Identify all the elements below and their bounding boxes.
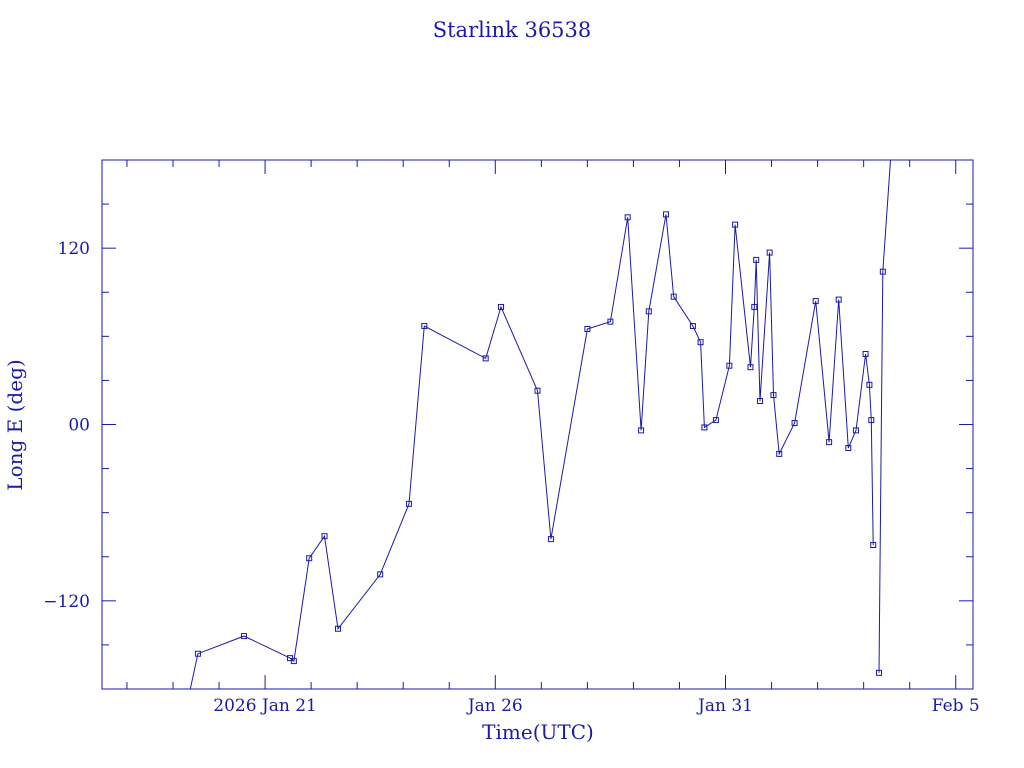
y-tick-label: 00 xyxy=(68,416,90,436)
data-point xyxy=(240,633,247,640)
series-line xyxy=(189,214,874,689)
data-point xyxy=(421,323,428,330)
data-point xyxy=(689,323,696,330)
data-point xyxy=(290,658,297,665)
axis-ticks xyxy=(102,160,973,689)
data-point xyxy=(306,555,313,562)
x-tick-label: 2026 Jan 21 xyxy=(213,696,317,716)
data-point xyxy=(770,392,777,399)
data-point xyxy=(697,339,704,346)
x-axis-label: Time(UTC) xyxy=(482,720,594,744)
data-point xyxy=(534,387,541,394)
data-point xyxy=(334,625,341,632)
data-point xyxy=(584,325,591,332)
data-point xyxy=(879,268,886,275)
data-point xyxy=(812,298,819,305)
data-point xyxy=(826,439,833,446)
data-point xyxy=(791,420,798,427)
data-point xyxy=(862,350,869,357)
chart-title: Starlink 36538 xyxy=(433,18,592,42)
data-point xyxy=(670,293,677,300)
data-point xyxy=(875,669,882,676)
y-tick-label: 120 xyxy=(58,239,90,259)
data-point xyxy=(726,362,733,369)
x-tick-label: Feb 5 xyxy=(932,696,980,716)
data-series xyxy=(189,160,891,689)
data-point xyxy=(701,424,708,431)
data-point xyxy=(751,303,758,310)
data-point xyxy=(498,303,505,310)
data-point xyxy=(757,397,764,404)
data-point xyxy=(732,221,739,228)
x-tick-label: Jan 31 xyxy=(696,696,753,716)
y-axis-label: Long E (deg) xyxy=(3,359,27,490)
data-point xyxy=(547,536,554,543)
data-point xyxy=(663,211,670,218)
data-point xyxy=(852,427,859,434)
data-point xyxy=(482,355,489,362)
data-point xyxy=(866,381,873,388)
series-line xyxy=(878,160,891,673)
data-point xyxy=(194,650,201,657)
data-point xyxy=(321,533,328,540)
x-tick-label: Jan 26 xyxy=(466,696,523,716)
data-point xyxy=(377,571,384,578)
plot-frame xyxy=(101,159,974,690)
data-point xyxy=(638,427,645,434)
data-point xyxy=(607,318,614,325)
data-point xyxy=(747,364,754,371)
data-point xyxy=(835,296,842,303)
data-point xyxy=(712,417,719,424)
data-point xyxy=(624,214,631,221)
data-point xyxy=(405,500,412,507)
data-point xyxy=(845,445,852,452)
data-point xyxy=(645,308,652,315)
data-point xyxy=(870,541,877,548)
data-point xyxy=(868,417,875,424)
data-point xyxy=(776,450,783,457)
data-point xyxy=(766,249,773,256)
y-tick-label: −120 xyxy=(43,592,90,612)
axis-tick-labels: 2026 Jan 21 Jan 26 Jan 31 Feb 5 120 00 −120 xyxy=(43,239,979,716)
data-point xyxy=(753,256,760,263)
